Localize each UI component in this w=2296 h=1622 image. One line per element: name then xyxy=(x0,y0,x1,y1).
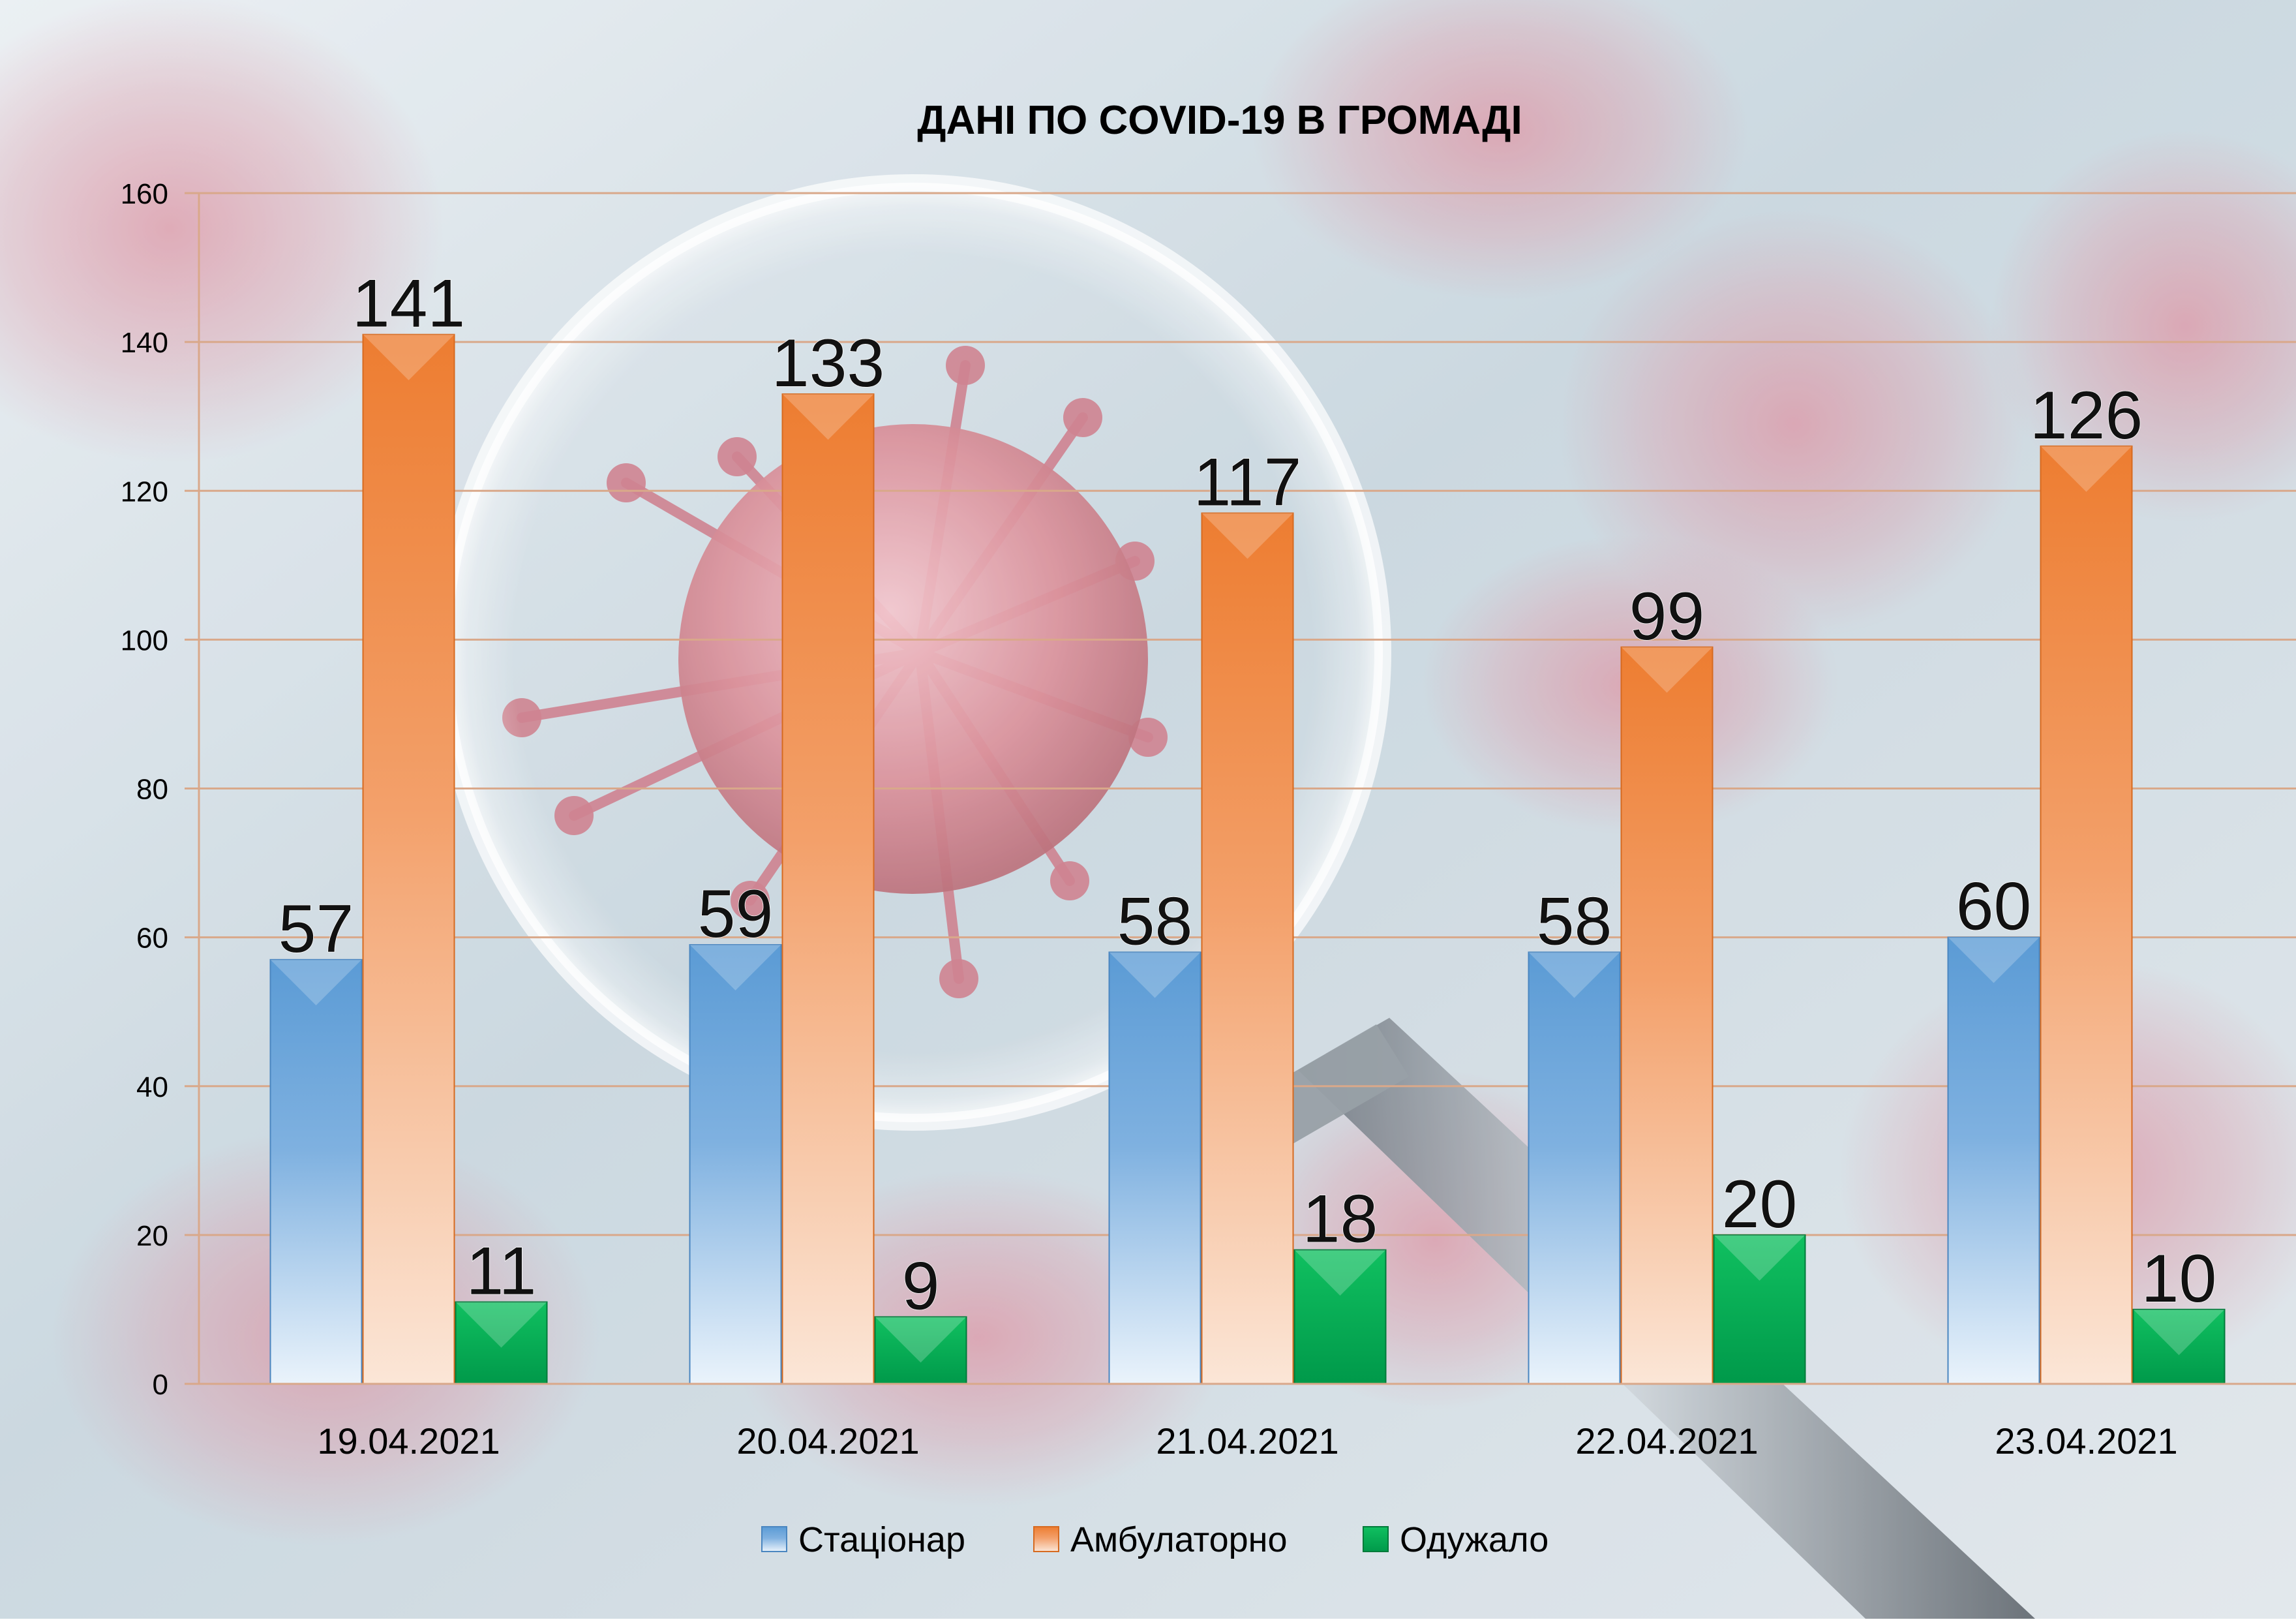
data-label: 58 xyxy=(1117,883,1193,959)
x-tick-label: 22.04.2021 xyxy=(1575,1420,1758,1461)
data-label: 11 xyxy=(466,1234,537,1309)
bar-bevel xyxy=(455,1302,547,1348)
bars xyxy=(269,333,2226,1385)
data-label: 9 xyxy=(902,1248,940,1324)
data-label: 58 xyxy=(1537,883,1612,959)
data-label: 20 xyxy=(1722,1167,1798,1242)
x-axis: 19.04.2021 20.04.2021 21.04.2021 22.04.2021… xyxy=(199,1383,2296,1461)
bar-bevel xyxy=(875,1317,967,1363)
y-tick-label: 0 xyxy=(153,1369,168,1401)
bar-bevel xyxy=(270,959,362,1005)
bar-bevel xyxy=(1948,937,2040,983)
data-label: 133 xyxy=(772,326,885,401)
x-tick-label: 21.04.2021 xyxy=(1156,1420,1338,1461)
y-tick-label: 20 xyxy=(136,1220,168,1252)
bar-bevel xyxy=(689,945,781,991)
bar-Стаціонар xyxy=(1947,936,2040,1385)
bar-bevel xyxy=(363,334,455,380)
x-tick-label: 19.04.2021 xyxy=(317,1420,500,1461)
data-label: 10 xyxy=(2141,1241,2217,1317)
chart-title: ДАНІ ПО COVID-19 В ГРОМАДІ xyxy=(917,98,1522,143)
bar-Стаціонар xyxy=(1528,951,1621,1385)
data-label: 60 xyxy=(1956,869,2032,945)
y-tick-label: 120 xyxy=(121,476,168,508)
legend-label: Стаціонар xyxy=(798,1520,965,1559)
data-label: 59 xyxy=(698,876,774,952)
bar-Одужало xyxy=(455,1301,548,1385)
data-label: 141 xyxy=(352,266,466,342)
legend: Стаціонар Амбулаторно Одужало xyxy=(761,1520,1548,1559)
legend-swatch-Стаціонар xyxy=(761,1526,787,1552)
bar-Одужало xyxy=(1293,1249,1387,1385)
bar-Стаціонар xyxy=(689,944,782,1385)
bar-Амбулаторно xyxy=(781,393,875,1385)
bar-bevel xyxy=(2133,1309,2225,1355)
legend-label: Амбулаторно xyxy=(1070,1520,1288,1559)
data-label: 18 xyxy=(1303,1182,1378,1257)
y-tick-label: 160 xyxy=(121,178,168,210)
bar-bevel xyxy=(1528,952,1620,998)
y-tick-label: 60 xyxy=(136,923,168,955)
data-label: 57 xyxy=(279,891,354,967)
data-label: 126 xyxy=(2030,378,2143,453)
bar-Амбулаторно xyxy=(1620,646,1714,1385)
bar-bevel xyxy=(782,393,874,440)
bar-Стаціонар xyxy=(269,958,363,1385)
bar-Амбулаторно xyxy=(1201,512,1294,1385)
x-tick-label: 20.04.2021 xyxy=(736,1420,919,1461)
data-label: 99 xyxy=(1629,579,1705,654)
bar-bevel xyxy=(1201,513,1293,559)
y-tick-label: 40 xyxy=(136,1071,168,1103)
y-tick-label: 140 xyxy=(121,327,168,359)
bar-bevel xyxy=(1294,1249,1386,1296)
bar-bevel xyxy=(2040,446,2132,492)
bar-Стаціонар xyxy=(1108,951,1201,1385)
bar-Амбулаторно xyxy=(2040,445,2133,1385)
bar-Одужало xyxy=(2132,1308,2226,1385)
bar-Одужало xyxy=(1713,1234,1806,1385)
y-tick-label: 80 xyxy=(136,774,168,806)
legend-swatch-Амбулаторно xyxy=(1033,1526,1059,1552)
bar-bevel xyxy=(1714,1234,1805,1281)
bar-Амбулаторно xyxy=(362,333,455,1385)
y-tick-label: 100 xyxy=(121,624,168,656)
data-labels: 57 141 11 59 133 9 58 117 18 58 99 20 60 126 10 xyxy=(278,266,2217,1324)
bar-bevel xyxy=(1621,647,1713,693)
y-axis: 0 20 40 60 80 100 120 140 160 xyxy=(121,178,200,1401)
legend-swatch-Одужало xyxy=(1363,1526,1389,1552)
legend-label: Одужало xyxy=(1400,1520,1548,1559)
data-label: 117 xyxy=(1194,444,1302,520)
bar-bevel xyxy=(1109,952,1201,998)
x-tick-label: 23.04.2021 xyxy=(1995,1420,2177,1461)
